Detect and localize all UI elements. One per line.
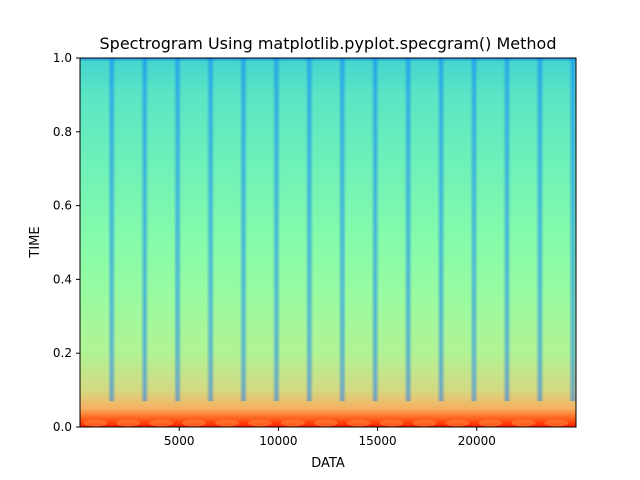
- x-tick-label: 15000: [359, 434, 397, 448]
- spectrogram-stripe: [404, 58, 413, 402]
- spectrogram-stripe: [371, 58, 380, 402]
- spectrogram-stripe: [502, 58, 511, 402]
- bottom-band-spot: [544, 419, 569, 427]
- bottom-band-spot: [247, 419, 272, 427]
- bottom-band-spot: [83, 419, 108, 427]
- bottom-band-spot: [346, 419, 371, 427]
- bottom-band-spot: [313, 419, 338, 427]
- spectrogram-stripe: [239, 58, 248, 402]
- x-tick-label: 20000: [458, 434, 496, 448]
- spectrogram-stripe: [535, 58, 544, 402]
- x-axis: 5000 10000 15000 20000: [164, 427, 496, 448]
- spectrogram-stripe: [140, 58, 149, 402]
- y-tick-label: 0.2: [53, 346, 72, 360]
- spectrogram-image: [80, 58, 576, 427]
- bottom-band-spot: [116, 419, 141, 427]
- spectrogram-stripe: [107, 58, 116, 402]
- x-tick-label: 5000: [164, 434, 195, 448]
- bottom-band-spot: [478, 419, 503, 427]
- spectrogram-stripe: [173, 58, 182, 402]
- bottom-band-spot: [149, 419, 174, 427]
- y-tick-label: 0.8: [53, 125, 72, 139]
- bottom-band-spot: [577, 420, 601, 427]
- y-axis-label: TIME: [28, 226, 43, 258]
- bottom-band-spot: [445, 419, 470, 427]
- plot-frame: [79, 57, 577, 428]
- bottom-band-spot: [215, 419, 240, 427]
- x-axis-label: DATA: [311, 456, 345, 471]
- spectrogram-stripe: [437, 58, 446, 402]
- stripe-layer: [107, 58, 576, 402]
- spectrogram-stripe: [305, 58, 314, 402]
- spectrogram-stripe: [272, 58, 281, 402]
- bottom-band-spot: [511, 419, 536, 427]
- plot-area: [80, 58, 601, 427]
- bottom-band-spot: [280, 419, 305, 427]
- spectrogram-stripe: [338, 58, 347, 402]
- chart-title: Spectrogram Using matplotlib.pyplot.spec…: [100, 34, 557, 53]
- bottom-band-layer: [83, 419, 601, 427]
- spectrogram-stripe: [470, 58, 479, 402]
- y-tick-label: 0.0: [53, 420, 72, 434]
- bottom-band-spot: [412, 419, 437, 427]
- y-tick-label: 0.4: [53, 272, 72, 286]
- bottom-band-spot: [182, 419, 207, 427]
- y-axis: 0.0 0.2 0.4 0.6 0.8 1.0: [53, 51, 80, 434]
- y-tick-label: 0.6: [53, 199, 72, 213]
- spectrogram-stripe: [206, 58, 215, 402]
- bottom-band-spot: [379, 419, 404, 427]
- x-tick-label: 10000: [259, 434, 297, 448]
- spectrogram-stripe: [568, 58, 576, 402]
- y-tick-label: 1.0: [53, 51, 72, 65]
